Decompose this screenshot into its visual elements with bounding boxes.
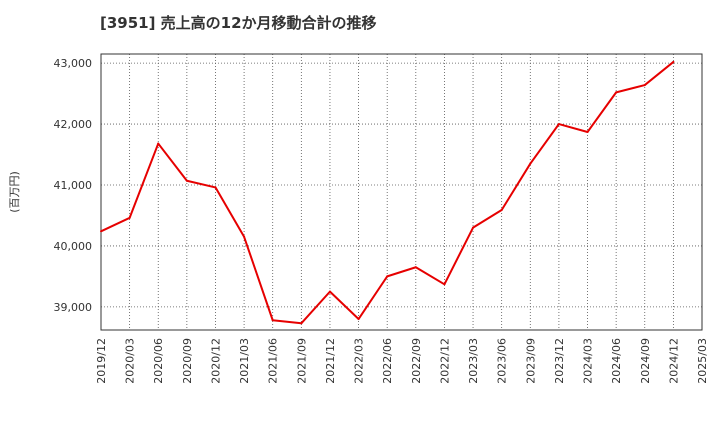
x-tick-label: 2020/03 <box>124 338 137 384</box>
x-tick-label: 2022/06 <box>381 338 394 384</box>
plot-frame <box>100 53 703 331</box>
x-tick-label: 2021/06 <box>267 338 280 384</box>
x-tick-label: 2023/12 <box>553 338 566 384</box>
x-tick-label: 2021/03 <box>238 338 251 384</box>
y-tick-label: 42,000 <box>54 118 93 131</box>
x-tick-label: 2020/12 <box>209 338 222 384</box>
x-tick-label: 2019/12 <box>95 338 108 384</box>
data-point <box>472 226 475 229</box>
data-point <box>128 216 131 219</box>
x-tick-label: 2025/03 <box>696 338 709 384</box>
x-tick-label: 2023/03 <box>467 338 480 384</box>
y-tick-label: 40,000 <box>54 240 93 253</box>
x-tick-label: 2021/12 <box>324 338 337 384</box>
x-axis-ticks: 2019/12 2020/03 2020/06 2020/09 2020/12 2021/… <box>95 338 709 384</box>
y-axis-label: (百万円) <box>8 171 21 213</box>
x-tick-label: 2023/09 <box>524 338 537 384</box>
data-point <box>100 230 102 233</box>
data-point <box>243 235 246 238</box>
y-tick-label: 41,000 <box>54 179 93 192</box>
x-tick-label: 2024/06 <box>610 338 623 384</box>
data-point <box>443 283 446 286</box>
data-point <box>214 186 217 189</box>
data-point <box>672 60 675 63</box>
data-point <box>586 130 589 133</box>
x-tick-label: 2020/06 <box>152 338 165 384</box>
y-tick-label: 39,000 <box>54 301 93 314</box>
x-tick-label: 2022/03 <box>353 338 366 384</box>
data-point <box>414 266 417 269</box>
x-tick-label: 2021/09 <box>295 338 308 384</box>
grid <box>100 54 703 330</box>
x-tick-label: 2022/12 <box>438 338 451 384</box>
data-point <box>271 319 274 322</box>
x-tick-label: 2023/06 <box>496 338 509 384</box>
series <box>100 60 675 325</box>
data-point <box>615 91 618 94</box>
data-point <box>500 208 503 211</box>
data-point <box>529 162 532 165</box>
data-point <box>386 275 389 278</box>
data-point <box>557 123 560 126</box>
x-tick-label: 2024/09 <box>639 338 652 384</box>
x-tick-label: 2024/03 <box>582 338 595 384</box>
data-point <box>157 142 160 145</box>
data-point <box>357 318 360 321</box>
y-tick-label: 43,000 <box>54 57 93 70</box>
x-tick-label: 2020/09 <box>181 338 194 384</box>
data-point <box>328 290 331 293</box>
data-point <box>643 84 646 87</box>
x-tick-label: 2024/12 <box>667 338 680 384</box>
data-point <box>300 322 303 325</box>
x-tick-label: 2022/09 <box>410 338 423 384</box>
chart-title: [3951] 売上高の12か月移動合計の推移 <box>100 14 377 32</box>
data-point <box>185 179 188 182</box>
y-axis-ticks: 39,000 40,000 41,000 42,000 43,000 <box>54 57 93 314</box>
